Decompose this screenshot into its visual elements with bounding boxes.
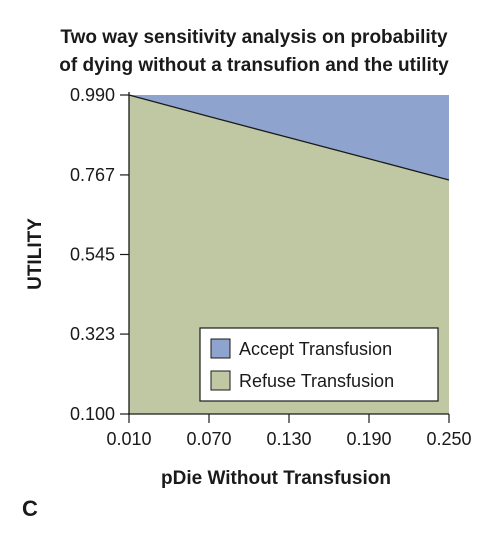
y-tick-label: 0.990 xyxy=(70,85,115,105)
x-tick-label: 0.130 xyxy=(266,429,311,449)
threshold-line xyxy=(128,94,450,181)
legend-swatch-accept xyxy=(210,338,231,359)
x-tick-label: 0.010 xyxy=(106,429,151,449)
legend-box xyxy=(199,327,439,402)
panel-label: C xyxy=(22,496,38,521)
y-tick-label: 0.323 xyxy=(70,324,115,344)
legend-label-accept: Accept Transfusion xyxy=(239,339,392,359)
x-tick-label: 0.250 xyxy=(426,429,471,449)
chart-title-line-1: Two way sensitivity analysis on probabil… xyxy=(60,27,448,48)
chart-title-line-2: of dying without a transufion and the ut… xyxy=(59,55,449,76)
y-tick-label: 0.100 xyxy=(70,404,115,424)
y-tick-label: 0.767 xyxy=(70,165,115,185)
legend-label-refuse: Refuse Transfusion xyxy=(239,371,394,391)
x-tick-label: 0.070 xyxy=(186,429,231,449)
legend: Accept Transfusion Refuse Transfusion xyxy=(199,327,439,402)
y-tick-label: 0.545 xyxy=(70,245,115,265)
tick-marks: 0.990 0.767 0.545 0.323 0.100 0.010 0.070 0.130… xyxy=(70,85,472,449)
y-axis-label: UTILITY xyxy=(25,218,46,290)
legend-swatch-refuse xyxy=(210,370,231,391)
x-tick-label: 0.190 xyxy=(346,429,391,449)
x-axis-label: pDie Without Transfusion xyxy=(161,468,391,489)
